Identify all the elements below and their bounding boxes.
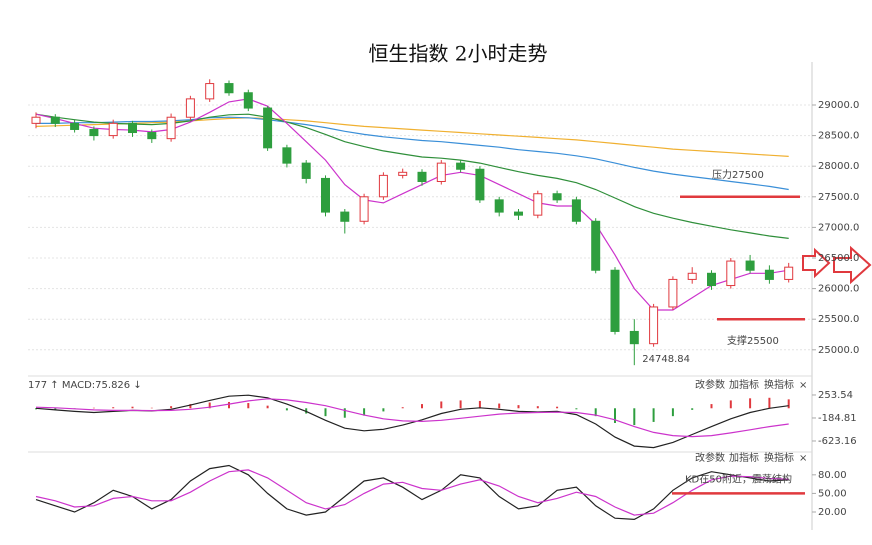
chart-title: 恒生指数 2小时走势 [368, 42, 547, 66]
y-tick-label: 20.00 [818, 507, 847, 518]
candle-body [533, 193, 543, 216]
y-tick-label: -623.16 [818, 436, 857, 447]
low-label: 24748.84 [642, 354, 690, 365]
candle-body [629, 330, 639, 345]
candle-body [301, 162, 311, 179]
annotation: KD在50附近，震荡结构 [685, 472, 792, 485]
candle-body [668, 278, 678, 308]
toolbar-button[interactable]: 改参数 [695, 451, 725, 464]
candle-body [417, 171, 427, 182]
y-tick-label: 253.54 [818, 390, 853, 401]
line-series [36, 116, 789, 191]
y-tick-label: 25000.0 [818, 345, 859, 356]
arrow [802, 247, 831, 279]
candle-body [89, 128, 99, 137]
arrow [833, 245, 872, 285]
candle-body [205, 83, 215, 100]
candle-body [147, 132, 157, 140]
y-tick-label: 28000.0 [818, 161, 859, 172]
candle-body [726, 260, 736, 287]
candle-body [340, 211, 350, 222]
candle-body [436, 162, 446, 182]
y-tick-label: 27500.0 [818, 192, 859, 203]
candle-body [571, 199, 581, 222]
indicator-header: 177 ↑ MACD:75.826 ↓ [28, 380, 142, 391]
candle-body [282, 147, 292, 164]
candle-body [591, 220, 601, 271]
candle-body [610, 269, 620, 332]
candle-body [128, 122, 137, 134]
annotation: 支撑25500 [727, 334, 779, 347]
candle-body [185, 98, 195, 118]
candle-body [398, 171, 408, 176]
candle-body [359, 196, 369, 222]
candle-body [50, 116, 60, 124]
candle-body [514, 211, 523, 216]
candle-body [263, 107, 273, 149]
candle-body [224, 83, 234, 94]
candle-body [764, 269, 774, 280]
y-tick-label: -184.81 [818, 413, 857, 424]
line-series [35, 469, 789, 516]
toolbar-button[interactable]: 换指标 [764, 451, 794, 464]
candle-body [166, 116, 176, 140]
candle-body [243, 92, 253, 109]
y-tick-label: 25500.0 [818, 314, 859, 325]
y-tick-label: 28500.0 [818, 131, 859, 142]
line-series [35, 98, 789, 311]
candle-body [494, 199, 504, 213]
toolbar-button[interactable]: × [799, 380, 807, 391]
candle-body [456, 162, 466, 170]
candle-body [687, 272, 697, 280]
line-series [35, 117, 789, 157]
toolbar-button[interactable]: 加指标 [729, 451, 759, 464]
candle-body [378, 174, 388, 198]
candle-body [475, 168, 485, 201]
toolbar-button[interactable]: 加指标 [729, 378, 759, 391]
candle-body [108, 122, 118, 137]
candle-body [745, 260, 755, 271]
annotation: 压力27500 [712, 168, 764, 181]
y-tick-label: 80.00 [818, 470, 847, 481]
candle-body [31, 116, 41, 124]
y-tick-label: 50.00 [818, 488, 847, 499]
candle-body [649, 306, 659, 345]
toolbar-button[interactable]: 换指标 [764, 378, 794, 391]
line-series [35, 464, 789, 521]
candle-body [70, 122, 80, 130]
y-tick-label: 29000.0 [818, 100, 859, 111]
candle-body [321, 177, 330, 213]
toolbar-button[interactable]: × [799, 453, 807, 464]
candle-body [552, 193, 562, 201]
y-tick-label: 27000.0 [818, 222, 859, 233]
candle-body [707, 272, 716, 287]
candle-body [784, 266, 794, 280]
toolbar-button[interactable]: 改参数 [695, 378, 725, 391]
line-series [35, 113, 789, 239]
y-tick-label: 26500.0 [818, 253, 859, 264]
line-series [35, 398, 789, 438]
y-tick-label: 26000.0 [818, 284, 859, 295]
